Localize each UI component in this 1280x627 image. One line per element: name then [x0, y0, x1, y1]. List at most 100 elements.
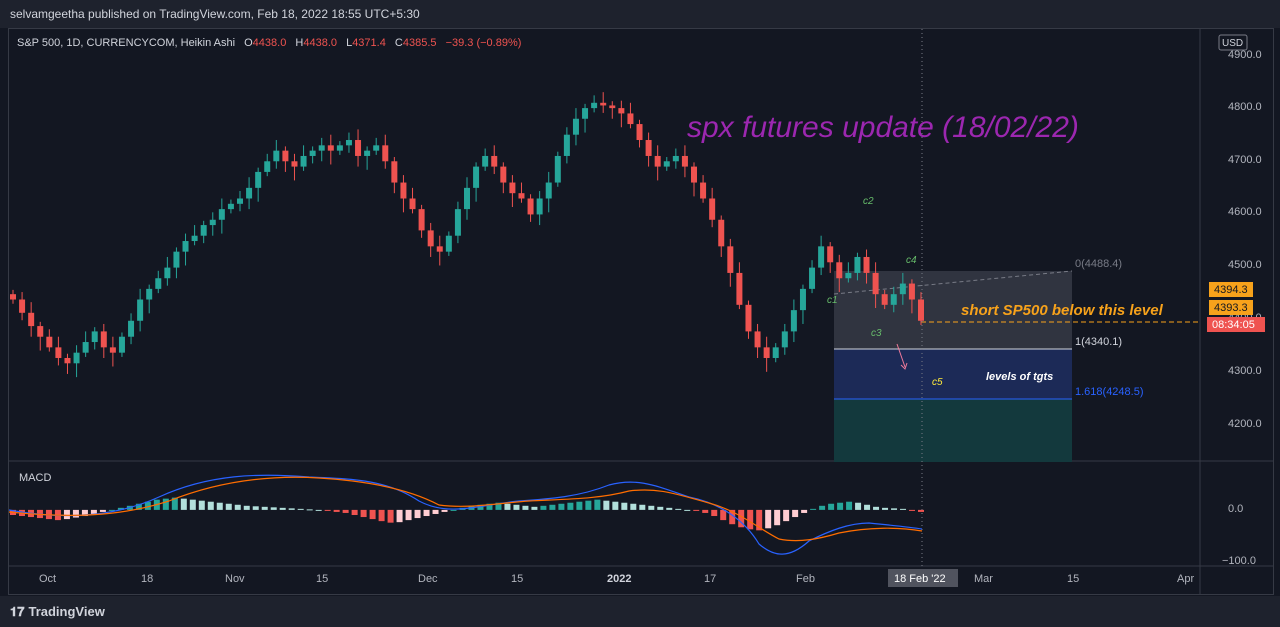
- time-tick: 15: [1067, 573, 1079, 585]
- fib-label-1618: 1.618(4248.5): [1075, 386, 1144, 398]
- price-badge-4394: [1209, 282, 1253, 297]
- time-tick: 15: [316, 573, 328, 585]
- candle-body: [654, 155, 661, 167]
- macd-hist-bar: [261, 506, 268, 510]
- macd-hist-bar: [864, 504, 871, 510]
- candle-body: [827, 246, 834, 263]
- candle-body: [373, 145, 380, 151]
- candle-body: [309, 150, 316, 156]
- macd-hist-bar: [342, 509, 349, 513]
- macd-hist-bar: [99, 509, 106, 512]
- candle-body: [500, 166, 507, 183]
- candles-group: [10, 92, 924, 378]
- candle-body: [164, 267, 171, 279]
- symbol-info[interactable]: S&P 500, 1D, CURRENCYCOM, Heikin Ashi O4…: [17, 37, 521, 49]
- currency-badge-text: USD: [1222, 38, 1243, 49]
- candle-body: [582, 108, 589, 119]
- candle-body: [691, 166, 697, 183]
- candle-body: [618, 108, 625, 114]
- candle-body: [300, 155, 307, 167]
- wave-label-c4: c4: [906, 255, 917, 266]
- macd-hist-bar: [369, 509, 376, 520]
- symbol-name: S&P 500, 1D, CURRENCYCOM, Heikin Ashi: [17, 37, 235, 49]
- candle-body: [672, 155, 679, 162]
- macd-hist-bar: [621, 502, 628, 510]
- fib-label-0: 0(4488.4): [1075, 258, 1122, 270]
- candle-body: [700, 182, 707, 199]
- price-badge-time: [1207, 317, 1265, 332]
- macd-hist-bar: [279, 507, 286, 510]
- footer-brand: TradingView: [28, 604, 105, 619]
- price-axis[interactable]: 4900.0 4800.0 4700.0 4600.0 4500.0 4400.…: [1228, 49, 1262, 430]
- macd-hist-bar: [909, 509, 916, 511]
- candle-body: [282, 150, 289, 162]
- candle-body: [155, 278, 162, 289]
- candle-body: [872, 272, 879, 295]
- candle-body: [518, 193, 525, 199]
- macd-hist-bar: [540, 505, 547, 510]
- candle-body: [327, 145, 334, 151]
- time-axis[interactable]: Oct 18 Nov 15 Dec 15 2022 17 Feb 1 Mar 1…: [39, 569, 1194, 587]
- price-tick: 4700.0: [1228, 154, 1262, 166]
- price-tick: 4200.0: [1228, 418, 1262, 430]
- candle-body: [345, 140, 352, 146]
- title-annotation: spx futures update (18/02/22): [687, 111, 1079, 144]
- candle-body: [227, 203, 234, 210]
- candle-body: [146, 288, 153, 300]
- macd-hist-bar: [450, 509, 457, 511]
- candle-body: [745, 304, 752, 332]
- macd-hist-bar: [504, 503, 511, 510]
- candle-body: [600, 102, 607, 106]
- footer-bar: 𝟏𝟕 TradingView: [0, 596, 1280, 627]
- macd-hist-bar: [612, 501, 619, 510]
- time-tick: Dec: [418, 573, 438, 585]
- time-tick: Mar: [974, 573, 993, 585]
- chart-svg[interactable]: c1 c2 c3 c4 c5 0(4488.4) 1(4340.1) 1.618…: [8, 29, 1273, 594]
- candle-body: [318, 145, 325, 151]
- macd-hist-bar: [684, 509, 691, 511]
- candle-body: [355, 140, 362, 156]
- macd-hist-bar: [783, 509, 790, 522]
- macd-hist-bar: [882, 507, 889, 510]
- time-highlight: 18 Feb '22: [894, 573, 946, 585]
- fib-zone-below-1618[interactable]: [834, 399, 1072, 462]
- candle-body: [246, 187, 253, 199]
- candle-body: [790, 310, 797, 332]
- candle-body: [191, 235, 198, 242]
- macd-hist-bar: [306, 509, 313, 511]
- macd-hist-bar: [675, 508, 682, 510]
- candle-body: [64, 357, 71, 364]
- currency-badge[interactable]: [1218, 34, 1248, 51]
- fib-zone-1-1618[interactable]: [834, 349, 1072, 399]
- time-tick: 18: [141, 573, 153, 585]
- candle-body: [881, 294, 888, 305]
- macd-hist-bar: [720, 509, 727, 521]
- macd-hist-bar: [189, 499, 196, 510]
- tradingview-logo[interactable]: 𝟏𝟕 TradingView: [10, 604, 105, 620]
- candle-body: [118, 336, 125, 353]
- candle-body: [554, 155, 561, 183]
- wave-label-c5: c5: [932, 377, 943, 388]
- candle-body: [391, 161, 398, 183]
- candle-body: [28, 312, 35, 327]
- high-label: H: [295, 37, 303, 49]
- macd-hist-bar: [576, 501, 583, 510]
- candle-body: [736, 272, 743, 305]
- macd-hist-bar: [90, 509, 97, 514]
- candle-body: [10, 294, 16, 300]
- candle-body: [854, 256, 861, 273]
- macd-hist-bar: [558, 503, 565, 510]
- chart-container[interactable]: c1 c2 c3 c4 c5 0(4488.4) 1(4340.1) 1.618…: [8, 28, 1274, 595]
- candle-body: [818, 246, 825, 268]
- macd-hist-bar: [792, 509, 799, 518]
- candle-body: [863, 256, 870, 273]
- macd-hist-bar: [162, 498, 169, 510]
- time-tick: 15: [511, 573, 523, 585]
- macd-hist-bar: [801, 509, 808, 513]
- macd-hist-bar: [522, 505, 529, 510]
- price-badge-time-text: 08:34:05: [1212, 319, 1255, 331]
- candle-body: [536, 198, 543, 215]
- price-tick: 4600.0: [1228, 206, 1262, 218]
- macd-hist-bar: [774, 509, 781, 526]
- candle-body: [527, 198, 534, 215]
